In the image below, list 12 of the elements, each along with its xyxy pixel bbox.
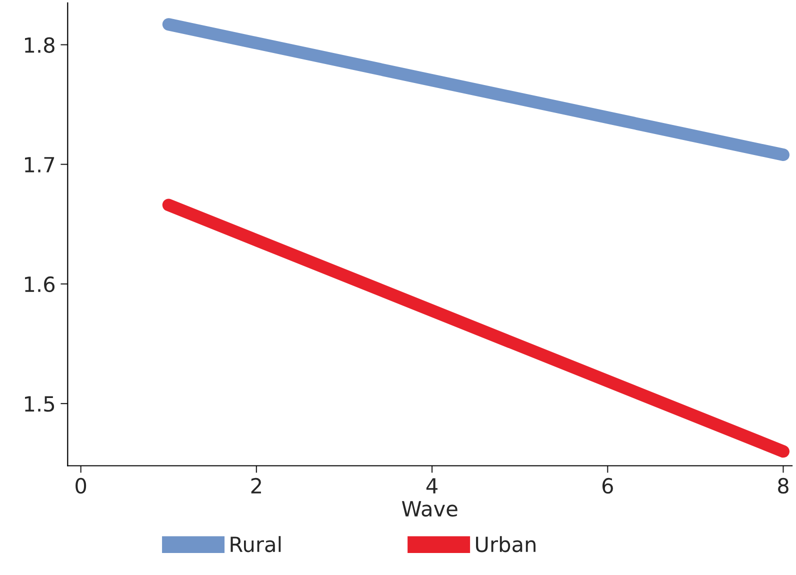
- x-tick-label: 4: [426, 478, 438, 494]
- x-tick-label: 6: [602, 478, 613, 494]
- legend-label: Urban: [476, 536, 536, 552]
- x-axis-title: Wave: [402, 501, 458, 517]
- x-tick-label: 2: [251, 478, 261, 494]
- legend-label: Rural: [230, 536, 281, 552]
- y-tick-label: 1.7: [25, 157, 54, 172]
- y-tick-label: 1.5: [25, 396, 54, 412]
- x-tick-label: 0: [76, 478, 86, 494]
- y-tick-label: 1.8: [25, 37, 54, 53]
- y-tick-label: 1.6: [25, 276, 55, 292]
- x-tick-label: 8: [778, 478, 788, 494]
